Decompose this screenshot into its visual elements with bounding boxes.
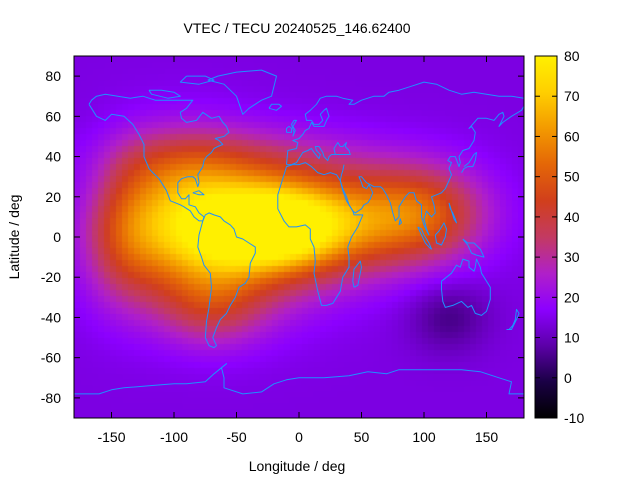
y-tick-label: 0 [53, 229, 61, 245]
coastline-13 [448, 202, 457, 224]
coastlines [74, 69, 524, 395]
coastline-4 [286, 81, 524, 165]
coastline-5 [286, 142, 351, 166]
coastline-2 [207, 69, 277, 115]
coastline-18 [268, 103, 282, 111]
x-tick-label: -50 [226, 429, 246, 445]
coastline-21 [148, 89, 181, 99]
coastline-9 [506, 308, 520, 330]
colorbar-tick-label: 20 [564, 289, 580, 305]
y-tick-label: 60 [45, 108, 61, 124]
x-tick-label: 100 [412, 429, 436, 445]
x-tick-label: 50 [354, 429, 370, 445]
colorbar-tick-label: 60 [564, 128, 580, 144]
coastline-14 [352, 260, 362, 288]
coastline-17 [286, 125, 292, 133]
x-tick-label: -100 [160, 429, 188, 445]
colorbar-ticks: -10 0 10 20 30 40 50 60 70 80 [535, 48, 584, 426]
plot-area: -150 -100 -50 0 50 100 150 -80 -60 -40 -20 0 20 40 60… [41, 55, 525, 445]
colorbar-tick-label: 0 [564, 370, 572, 386]
coastline-8 [441, 258, 491, 316]
coastline-20 [192, 190, 205, 196]
x-tick-label: -150 [97, 429, 125, 445]
colorbar-gradient [534, 55, 558, 419]
y-tick-label: -40 [41, 309, 61, 325]
colorbar-tick-label: 70 [564, 88, 580, 104]
y-tick-label: 20 [45, 189, 61, 205]
coastline-22 [179, 75, 215, 85]
colorbar-tick-label: 40 [564, 209, 580, 225]
y-axis: -80 -60 -40 -20 0 20 40 60 80 [41, 68, 524, 406]
y-axis-label: Latitude / deg [6, 195, 22, 280]
coastline-15 [74, 363, 524, 395]
coastline-1 [197, 212, 256, 349]
coastline-16 [291, 119, 297, 137]
coastline-12 [434, 222, 447, 246]
colorbar-tick-label: 80 [564, 48, 580, 64]
coastline-11 [462, 238, 485, 258]
coastline-7 [461, 152, 477, 173]
y-tick-label: -80 [41, 390, 61, 406]
x-tick-label: 150 [475, 429, 499, 445]
coastline-3 [277, 162, 364, 306]
y-tick-label: 80 [45, 68, 61, 84]
y-tick-label: -20 [41, 269, 61, 285]
colorbar-tick-label: 50 [564, 169, 580, 185]
coastline-19 [398, 218, 402, 226]
coastline-6 [339, 106, 524, 236]
x-axis: -150 -100 -50 0 50 100 150 [97, 56, 498, 445]
coastline-10 [417, 226, 432, 250]
x-tick-label: 0 [295, 429, 303, 445]
x-axis-label: Longitude / deg [249, 458, 346, 474]
coastline-0 [88, 93, 230, 222]
colorbar-tick-label: 30 [564, 249, 580, 265]
heatmap-field [74, 56, 524, 418]
colorbar-tick-label: -10 [564, 410, 584, 426]
colorbar-tick-label: 10 [564, 330, 580, 346]
chart-title: VTEC / TECU 20240525_146.62400 [183, 20, 410, 36]
colorbar: -10 0 10 20 30 40 50 60 70 80 [534, 48, 584, 426]
y-tick-label: -60 [41, 350, 61, 366]
y-tick-label: 40 [45, 149, 61, 165]
